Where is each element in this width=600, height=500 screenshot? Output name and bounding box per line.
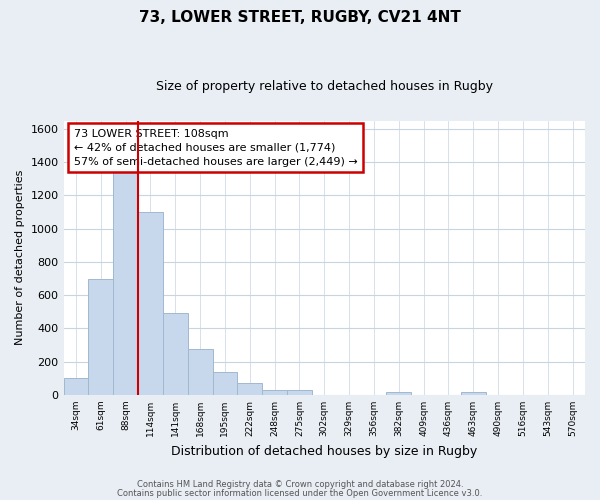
Text: Contains public sector information licensed under the Open Government Licence v3: Contains public sector information licen… <box>118 488 482 498</box>
Bar <box>262 390 287 395</box>
Bar <box>287 390 312 395</box>
Bar <box>386 392 411 395</box>
Bar <box>64 378 88 395</box>
Bar <box>113 172 138 395</box>
Y-axis label: Number of detached properties: Number of detached properties <box>15 170 25 346</box>
X-axis label: Distribution of detached houses by size in Rugby: Distribution of detached houses by size … <box>171 444 478 458</box>
Bar <box>212 372 238 395</box>
Bar <box>461 392 485 395</box>
Bar <box>188 349 212 395</box>
Bar <box>88 278 113 395</box>
Text: Contains HM Land Registry data © Crown copyright and database right 2024.: Contains HM Land Registry data © Crown c… <box>137 480 463 489</box>
Text: 73 LOWER STREET: 108sqm
← 42% of detached houses are smaller (1,774)
57% of semi: 73 LOWER STREET: 108sqm ← 42% of detache… <box>74 129 358 167</box>
Bar <box>238 384 262 395</box>
Text: 73, LOWER STREET, RUGBY, CV21 4NT: 73, LOWER STREET, RUGBY, CV21 4NT <box>139 10 461 25</box>
Title: Size of property relative to detached houses in Rugby: Size of property relative to detached ho… <box>156 80 493 93</box>
Bar <box>138 212 163 395</box>
Bar <box>163 314 188 395</box>
